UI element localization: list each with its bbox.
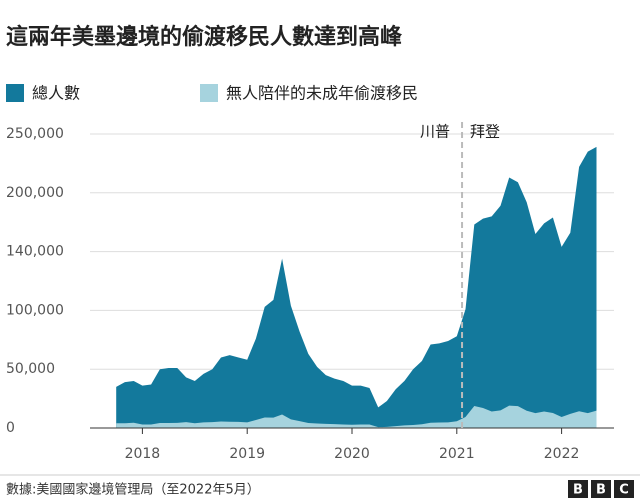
x-tick-label: 2018 [125,446,161,462]
y-tick-label: 140,000 [6,244,64,260]
legend-label: 總人數 [32,84,80,103]
x-tick-label: 2020 [334,446,370,462]
logo-letter: B [596,483,606,498]
area [116,405,597,428]
logo-letter: B [573,483,583,498]
annotation: 拜登 [470,123,500,141]
x-tick-label: 2022 [544,446,580,462]
legend-label: 無人陪伴的未成年偷渡移民 [226,84,418,103]
logo-box [614,480,634,498]
source: 數據:美國國家邊境管理局（至2022年5月） [6,482,260,498]
logo-box [568,480,588,498]
area [116,146,597,428]
logo-box [591,480,611,498]
y-tick-label: 0 [6,420,15,436]
x-tick-label: 2019 [229,446,265,462]
annotation: 川普 [420,123,450,141]
y-tick-label: 200,000 [6,185,64,201]
y-tick-label: 250,000 [6,126,64,142]
logo-letter: C [619,483,629,498]
legend-swatch [6,84,24,102]
x-tick-label: 2021 [439,446,475,462]
legend-swatch [200,84,218,102]
chart-title: 這兩年美墨邊境的偷渡移民人數達到高峰 [6,24,403,50]
y-tick-label: 100,000 [6,302,64,318]
y-tick-label: 50,000 [6,361,55,377]
